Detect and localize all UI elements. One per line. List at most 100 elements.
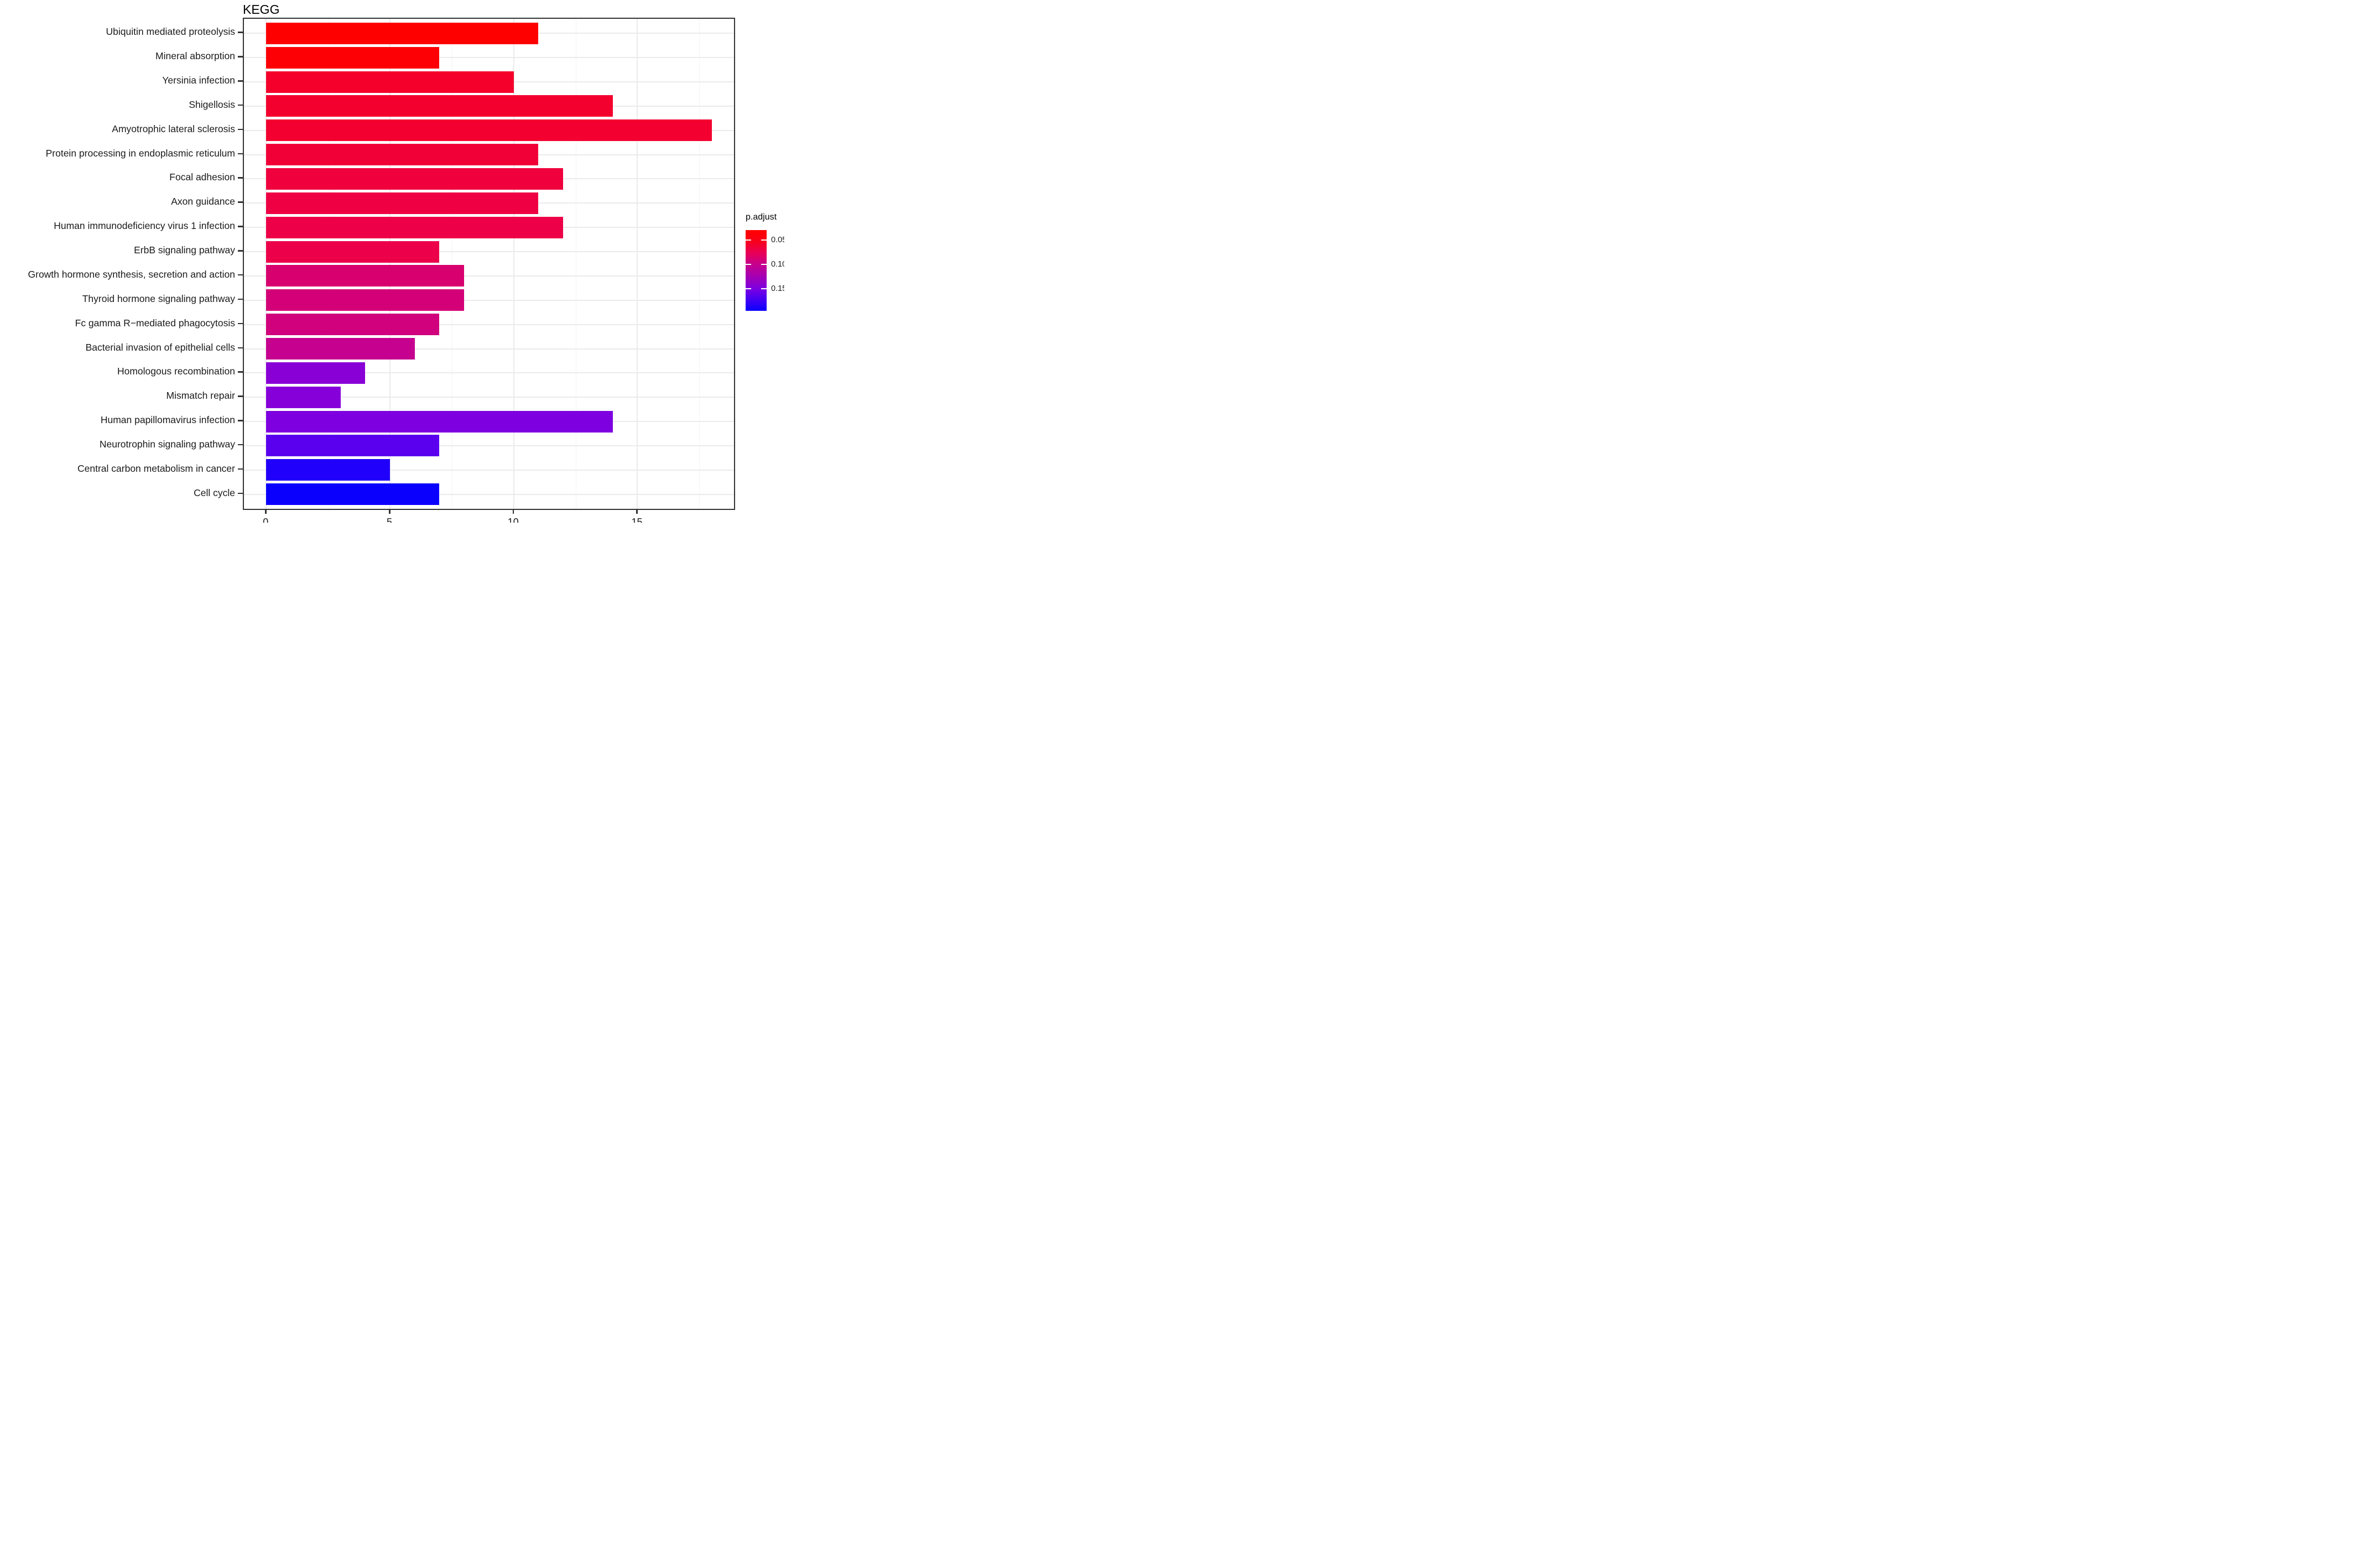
bar — [266, 386, 341, 408]
gridline-vertical-minor — [699, 19, 700, 509]
bar — [266, 241, 440, 263]
y-axis-category-label: Ubiquitin mediated proteolysis — [106, 26, 235, 38]
y-axis-category-label: Shigellosis — [189, 98, 235, 110]
gridline-vertical-major — [637, 19, 638, 509]
x-axis-tick — [265, 509, 267, 514]
bar — [266, 46, 440, 69]
gridline-horizontal-major — [244, 493, 734, 495]
gridline-horizontal-major — [244, 445, 734, 446]
legend-tick-label: 0.10 — [771, 260, 784, 269]
y-axis-tick — [238, 322, 243, 325]
legend-tickmark-left — [746, 264, 751, 265]
y-axis-tick — [238, 128, 243, 131]
y-axis-tick — [238, 153, 243, 155]
legend-gradient-bar: 0.05 0.10 0.15 — [746, 230, 784, 311]
y-axis-category-label: Central carbon metabolism in cancer — [77, 462, 235, 474]
bar — [266, 22, 539, 44]
y-axis-category-label: Mineral absorption — [155, 50, 235, 62]
y-axis-category-label: Human immunodeficiency virus 1 infection — [54, 220, 235, 232]
y-axis-category-label: Axon guidance — [171, 196, 235, 207]
bar — [266, 144, 539, 166]
y-axis-tick — [238, 371, 243, 373]
gridline-vertical-major — [389, 19, 391, 509]
gridline-horizontal-major — [244, 299, 734, 301]
bar — [266, 410, 613, 433]
legend-tick-label: 0.05 — [771, 235, 784, 244]
gridline-vertical-minor — [328, 19, 329, 509]
y-axis-tick — [238, 298, 243, 300]
legend-gradient — [746, 230, 767, 311]
bar — [266, 338, 415, 360]
x-axis-tick — [636, 509, 638, 514]
legend-title: p.adjust — [746, 212, 777, 222]
plot-panel — [243, 18, 735, 510]
y-axis-tick — [238, 226, 243, 227]
y-axis-category-label: Focal adhesion — [169, 171, 235, 183]
y-axis-category-label: Fc gamma R−mediated phagocytosis — [75, 317, 235, 329]
bar — [266, 314, 440, 336]
bar — [266, 168, 564, 190]
plot-title: KEGG — [243, 2, 280, 17]
y-axis-tick — [238, 56, 243, 58]
bar — [266, 289, 465, 311]
y-axis-category-label: Homologous recombination — [117, 366, 235, 377]
y-axis-category-label: Growth hormone synthesis, secretion and … — [28, 268, 236, 280]
x-tick-label: 0 — [263, 517, 269, 523]
y-axis-tick — [238, 347, 243, 348]
x-axis-tick — [512, 509, 514, 514]
y-axis-category-label: Human papillomavirus infection — [100, 414, 235, 426]
y-axis-category-label: Mismatch repair — [166, 390, 235, 402]
y-axis-tick — [238, 468, 243, 470]
legend-tick-label: 0.15 — [771, 284, 784, 294]
legend-tickmark-right — [761, 264, 767, 265]
y-axis-category-label: Amyotrophic lateral sclerosis — [112, 123, 235, 134]
y-axis-tick — [238, 420, 243, 421]
y-axis-category-label: ErbB signaling pathway — [134, 244, 235, 256]
y-axis-tick — [238, 80, 243, 82]
y-axis-tick — [238, 32, 243, 33]
y-axis-tick — [238, 104, 243, 106]
gridline-horizontal-major — [244, 57, 734, 59]
legend-tickmark-left — [746, 239, 751, 241]
y-axis-tick — [238, 250, 243, 252]
gridline-horizontal-major — [244, 469, 734, 471]
bar — [266, 483, 440, 506]
bar — [266, 95, 613, 117]
y-axis-tick — [238, 177, 243, 179]
y-axis-category-label: Thyroid hormone signaling pathway — [82, 293, 235, 304]
y-axis-tick — [238, 201, 243, 203]
x-axis-tick — [389, 509, 391, 514]
legend-colorbar: p.adjust 0.05 0.10 0.15 — [746, 212, 784, 311]
gridline-vertical-major — [513, 19, 514, 509]
legend-tickmark-right — [761, 288, 767, 290]
legend-tickmark-right — [761, 239, 767, 241]
y-axis-category-label: Protein processing in endoplasmic reticu… — [45, 147, 235, 159]
y-axis-category-label: Yersinia infection — [162, 75, 235, 86]
gridline-horizontal-major — [244, 251, 734, 253]
y-axis-category-label: Neurotrophin signaling pathway — [99, 438, 235, 450]
gridline-horizontal-major — [244, 348, 734, 350]
bar — [266, 216, 564, 238]
bar — [266, 435, 440, 457]
x-tick-label: 5 — [386, 517, 392, 523]
gridline-horizontal-major — [244, 397, 734, 398]
gridline-horizontal-major — [244, 372, 734, 374]
bar — [266, 362, 366, 384]
y-axis-category-label: Bacterial invasion of epithelial cells — [85, 341, 235, 353]
bar — [266, 192, 539, 214]
bar — [266, 459, 390, 481]
y-axis-tick — [238, 444, 243, 446]
y-axis-tick — [238, 492, 243, 494]
legend-tickmark-left — [746, 288, 751, 290]
bar — [266, 119, 712, 142]
x-tick-label: 10 — [507, 517, 519, 523]
bar — [266, 265, 465, 287]
gridline-horizontal-major — [244, 324, 734, 325]
x-tick-label: 15 — [631, 517, 643, 523]
y-axis-tick — [238, 395, 243, 397]
bar — [266, 71, 514, 93]
gridline-vertical-major — [266, 19, 267, 509]
y-axis-tick — [238, 274, 243, 276]
gridline-horizontal-major — [244, 275, 734, 277]
kegg-enrichment-barplot: KEGG Ubiquitin mediated proteolysis Miner… — [0, 0, 784, 523]
